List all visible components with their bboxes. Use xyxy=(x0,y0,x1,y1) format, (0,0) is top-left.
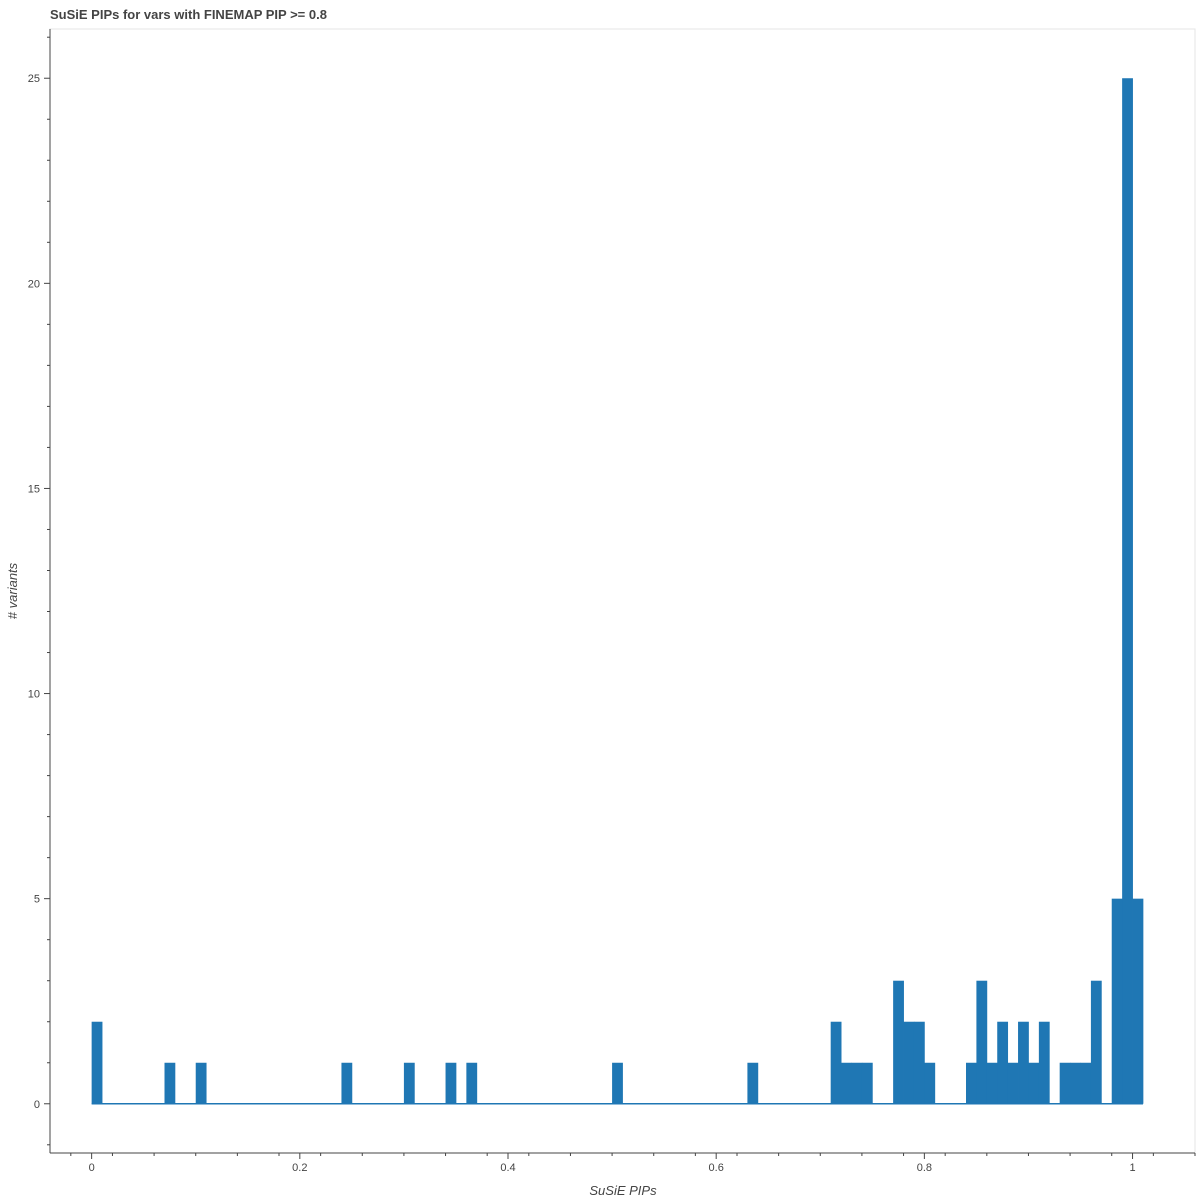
histogram-bar xyxy=(445,1062,457,1104)
histogram-bar xyxy=(903,1021,915,1104)
histogram-bars xyxy=(91,78,1144,1105)
x-tick-label: 0 xyxy=(89,1162,95,1174)
histogram-bar xyxy=(1028,1062,1040,1104)
y-axis-label: # variants xyxy=(5,562,20,619)
histogram-bar xyxy=(1090,980,1102,1104)
histogram-bar xyxy=(91,1021,103,1104)
x-tick-label: 0.2 xyxy=(292,1162,307,1174)
histogram-bar xyxy=(986,1062,998,1104)
histogram-bar xyxy=(341,1062,353,1104)
histogram-bar xyxy=(1111,898,1123,1104)
x-tick-label: 0.8 xyxy=(917,1162,932,1174)
histogram-bar xyxy=(830,1021,842,1104)
histogram-bar xyxy=(851,1062,863,1104)
x-tick-label: 0.4 xyxy=(500,1162,515,1174)
y-tick-label: 5 xyxy=(34,894,40,906)
histogram-bar xyxy=(1132,898,1144,1104)
y-tick-label: 0 xyxy=(34,1099,40,1111)
histogram-bar xyxy=(1018,1021,1029,1104)
histogram-bar xyxy=(403,1062,415,1104)
histogram-bar xyxy=(924,1062,936,1104)
x-axis: 0 0.2 0.4 0.6 0.8 1 xyxy=(50,1152,1196,1174)
y-axis: 0 5 10 15 20 25 xyxy=(28,29,51,1153)
chart-title: SuSiE PIPs for vars with FINEMAP PIP >= … xyxy=(50,7,327,22)
histogram-bar xyxy=(164,1062,176,1104)
histogram-bar xyxy=(1080,1062,1092,1104)
histogram-bar xyxy=(966,1062,977,1104)
x-tick-label: 1 xyxy=(1129,1162,1135,1174)
x-tick-label: 0.6 xyxy=(709,1162,724,1174)
x-axis-label: SuSiE PIPs xyxy=(589,1183,657,1198)
plot-frame xyxy=(49,28,1196,1154)
histogram-bar xyxy=(612,1062,623,1104)
y-tick-label: 25 xyxy=(28,73,40,85)
histogram-bar xyxy=(1007,1062,1019,1104)
y-tick-label: 20 xyxy=(28,278,40,290)
histogram-bar xyxy=(747,1062,759,1104)
histogram-bar xyxy=(893,980,904,1104)
histogram-bar xyxy=(1038,1021,1050,1104)
histogram-bar xyxy=(997,1021,1009,1104)
y-tick-label: 10 xyxy=(28,689,40,701)
histogram-bar xyxy=(1059,1062,1071,1104)
histogram-bar xyxy=(841,1062,852,1104)
histogram-bar xyxy=(976,980,988,1104)
histogram-bar xyxy=(1122,78,1133,1104)
histogram-bar xyxy=(466,1062,478,1104)
y-tick-label: 15 xyxy=(28,483,40,495)
histogram-bar xyxy=(913,1021,925,1104)
histogram-bar xyxy=(1070,1062,1081,1104)
histogram-bar xyxy=(195,1062,207,1104)
histogram-bar xyxy=(861,1062,873,1104)
